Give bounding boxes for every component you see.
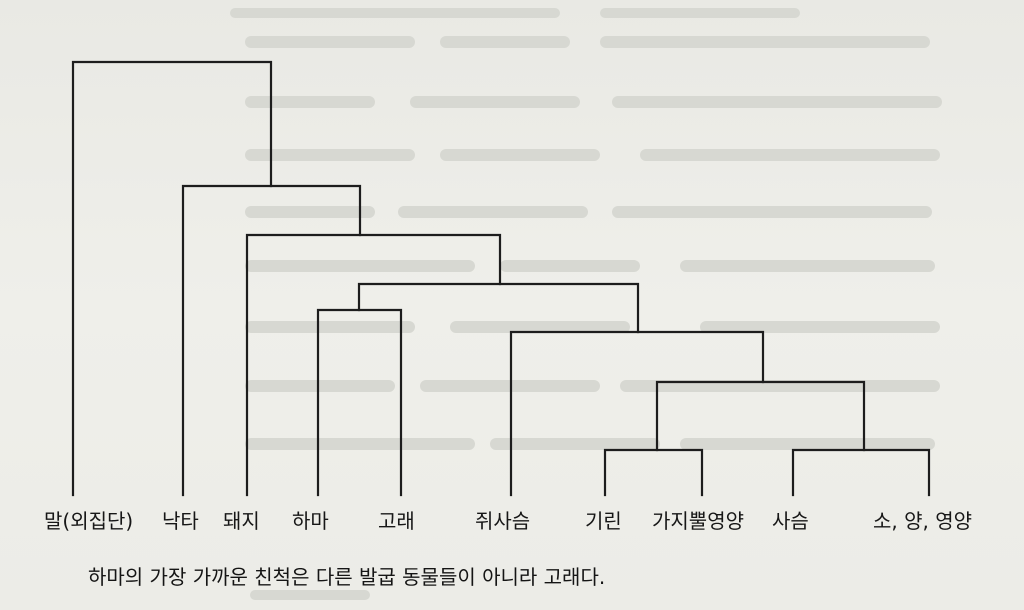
deer-bovid-clade (791, 448, 931, 497)
giraffe-pronghorn-clade (603, 448, 704, 497)
taxon-label-pronghorn: 가지뿔영양 (652, 509, 744, 533)
root-branch (71, 60, 273, 497)
taxon-label-hippo: 하마 (292, 509, 329, 533)
diagram-caption: 하마의 가장 가까운 친척은 다른 발굽 동물들이 아니라 고래다. (88, 565, 606, 589)
taxon-label-giraffe: 기린 (585, 509, 622, 533)
taxon-label-horse-outgroup: 말(외집단) (44, 509, 134, 533)
taxon-label-pig: 돼지 (223, 509, 260, 533)
taxon-label-mouse-deer: 쥐사슴 (475, 509, 531, 533)
taxon-label-camel: 낙타 (162, 509, 199, 533)
hippo-whale-clade (316, 308, 403, 497)
ruminant-clade (509, 330, 765, 497)
taxon-label-deer: 사슴 (772, 509, 809, 533)
hippo-whale-clade-link (357, 282, 640, 334)
taxon-label-cattle-sheep-antelope: 소, 양, 영양 (873, 509, 973, 533)
pig-branch (245, 233, 502, 497)
taxon-label-whale: 고래 (378, 509, 415, 533)
giraffid-bovid-clade (655, 380, 866, 452)
camel-branch (181, 184, 362, 497)
